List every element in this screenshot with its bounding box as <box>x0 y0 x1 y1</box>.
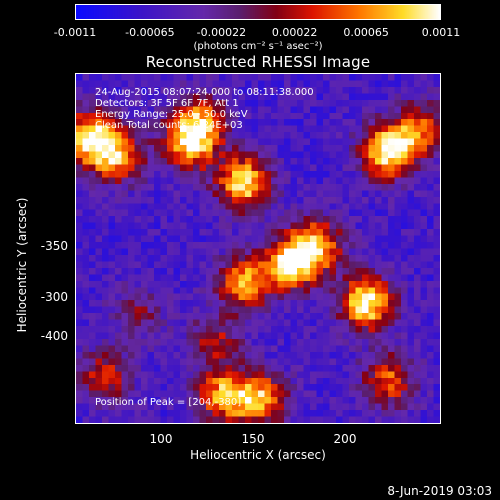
colorbar-units-label: (photons cm⁻² s⁻¹ asec⁻²) <box>193 41 323 52</box>
colorbar <box>75 4 441 20</box>
info-time-range: 24-Aug-2015 08:07:24.000 to 08:11:38.000 <box>95 87 314 98</box>
plot-title: Reconstructed RHESSI Image <box>145 53 371 71</box>
x-tick-label: 200 <box>333 432 357 446</box>
y-tick-label: -300 <box>40 290 68 304</box>
y-tick-label: -400 <box>40 329 68 343</box>
info-energy-range: Energy Range: 25.0 - 50.0 keV <box>95 109 248 120</box>
info-detectors: Detectors: 3F 5F 6F 7F, Att 1 <box>95 98 239 109</box>
y-tick-label: -350 <box>40 239 68 253</box>
info-total-counts: Clean Total counts: 6.24E+03 <box>95 120 243 131</box>
plot-frame <box>75 73 441 424</box>
peak-position-label: Position of Peak = [204,-380] <box>95 397 242 408</box>
colorbar-tick-label: 0.00022 <box>271 26 318 39</box>
heatmap-image <box>76 74 440 423</box>
footer-date: 8-Jun-2019 03:03 <box>387 484 492 498</box>
colorbar-tick-label: 0.00065 <box>343 26 389 39</box>
x-tick-label: 150 <box>241 432 265 446</box>
y-axis-label: Heliocentric Y (arcsec) <box>15 197 29 333</box>
x-axis-label: Heliocentric X (arcsec) <box>190 448 326 462</box>
colorbar-tick-label: -0.00022 <box>196 26 247 39</box>
colorbar-tick-label: 0.0011 <box>421 26 461 39</box>
colorbar-tick-label: -0.0011 <box>53 26 97 39</box>
x-tick-label: 100 <box>149 432 173 446</box>
colorbar-tick-label: -0.00065 <box>125 26 175 39</box>
